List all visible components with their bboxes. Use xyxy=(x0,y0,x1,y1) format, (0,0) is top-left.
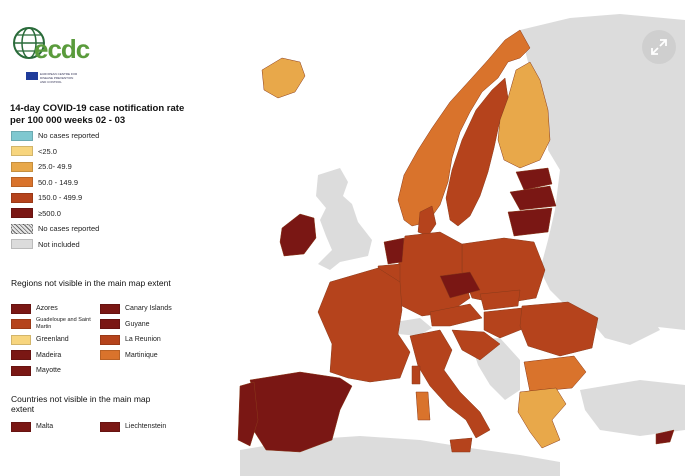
iceland xyxy=(261,57,306,99)
legend-swatch xyxy=(11,161,33,172)
region-label: Canary Islands xyxy=(125,305,172,312)
region-label: Guadeloupe and Saint Martin xyxy=(36,317,91,330)
legend-item: <25.0 xyxy=(11,146,57,157)
uk-landmass xyxy=(316,168,372,270)
legend-item: ≥500.0 xyxy=(11,208,61,219)
italy xyxy=(409,329,491,439)
turkey-landmass xyxy=(580,380,685,436)
region-item: Madeira xyxy=(11,350,61,361)
region-item: Martinique xyxy=(100,350,158,361)
legend-swatch xyxy=(11,365,31,376)
austria xyxy=(429,303,483,327)
country-label: Liechtenstein xyxy=(125,423,167,430)
region-label: Martinique xyxy=(125,351,158,359)
cyprus xyxy=(655,429,675,445)
region-label: Guyane xyxy=(125,320,150,328)
slovakia xyxy=(479,289,521,311)
expand-arrows-icon xyxy=(651,39,667,55)
north-africa xyxy=(240,436,560,476)
denmark xyxy=(417,205,437,237)
region-item: La Reunion xyxy=(100,334,161,345)
region-label: Mayotte xyxy=(36,367,61,374)
portugal xyxy=(237,381,259,447)
switzerland xyxy=(395,318,432,336)
country-item: Malta xyxy=(11,421,53,432)
legend-swatch xyxy=(100,319,120,329)
region-item: Canary Islands xyxy=(100,303,172,314)
countries-section-title: Countries not visible in the main map ex… xyxy=(11,394,151,414)
legend-swatch xyxy=(11,192,33,203)
romania xyxy=(519,301,599,357)
legend-label: No cases reported xyxy=(38,224,100,233)
czechia xyxy=(439,271,481,299)
slovenia-croatia xyxy=(451,329,501,361)
legend-title: 14-day COVID-19 case notification rate p… xyxy=(10,103,185,126)
legend-item: 150.0 - 499.9 xyxy=(11,192,82,203)
region-item: Guadeloupe and Saint Martin xyxy=(11,317,96,330)
corsica xyxy=(411,365,421,385)
legend-label: 150.0 - 499.9 xyxy=(38,193,83,202)
lithuania xyxy=(507,207,553,237)
legend-item: No cases reported xyxy=(11,130,99,141)
legend-swatch xyxy=(11,350,31,360)
legend-swatch xyxy=(11,208,33,218)
legend-swatch xyxy=(11,130,33,141)
region-label: Madeira xyxy=(36,351,62,359)
region-label: Greenland xyxy=(36,336,69,343)
country-item: Liechtenstein xyxy=(100,421,166,432)
region-item: Azores xyxy=(11,303,58,314)
legend-item: Not included xyxy=(11,239,80,250)
bulgaria xyxy=(523,355,587,393)
legend-swatch xyxy=(11,223,33,234)
legend-label: Not included xyxy=(38,239,80,249)
region-label: Azores xyxy=(36,305,58,312)
hungary xyxy=(483,307,531,339)
norway xyxy=(397,29,531,227)
legend-swatch xyxy=(100,350,120,360)
eea-countries xyxy=(237,29,675,453)
legend-label: 50.0 - 149.9 xyxy=(38,177,79,187)
region-item: Greenland xyxy=(11,334,69,345)
legend-item: 50.0 - 149.9 xyxy=(11,177,78,188)
legend-swatch xyxy=(11,239,33,249)
finland xyxy=(497,61,551,169)
expand-button[interactable] xyxy=(642,30,676,64)
estonia xyxy=(515,167,553,191)
greece xyxy=(517,387,567,449)
legend-swatch xyxy=(11,146,33,156)
country-label: Malta xyxy=(36,423,54,430)
sardinia xyxy=(415,391,431,421)
sicily xyxy=(449,437,473,453)
regions-section-title: Regions not visible in the main map exte… xyxy=(11,278,171,288)
ecdc-logo-subtext: EUROPEAN CENTRE FOR DISEASE PREVENTION A… xyxy=(40,72,78,84)
legend-label: 25.0- 49.9 xyxy=(38,162,72,171)
legend-swatch xyxy=(11,334,31,345)
latvia xyxy=(509,185,557,211)
region-item: Guyane xyxy=(100,319,150,330)
region-label: La Reunion xyxy=(125,336,161,343)
ecdc-logo xyxy=(12,26,82,84)
region-item: Mayotte xyxy=(11,365,61,376)
globe-icon xyxy=(13,27,45,59)
legend-item: 25.0- 49.9 xyxy=(11,161,72,172)
legend-swatch xyxy=(11,177,33,187)
legend-swatch xyxy=(11,319,31,329)
netherlands xyxy=(383,237,405,265)
france xyxy=(317,267,411,383)
legend-swatch xyxy=(100,303,120,314)
eu-flag-icon xyxy=(26,72,38,80)
legend-swatch xyxy=(100,421,120,432)
legend-swatch xyxy=(100,334,120,345)
ireland xyxy=(279,213,317,257)
legend-label: No cases reported xyxy=(38,131,100,140)
ecdc-logo-text: ecdc xyxy=(34,34,90,64)
legend-swatch xyxy=(11,303,31,314)
legend-swatch xyxy=(11,421,31,432)
legend-label: ≥500.0 xyxy=(38,208,61,218)
ukraine-belarus xyxy=(540,240,660,345)
legend-label: <25.0 xyxy=(38,146,57,156)
legend-item: No cases reported xyxy=(11,223,99,234)
